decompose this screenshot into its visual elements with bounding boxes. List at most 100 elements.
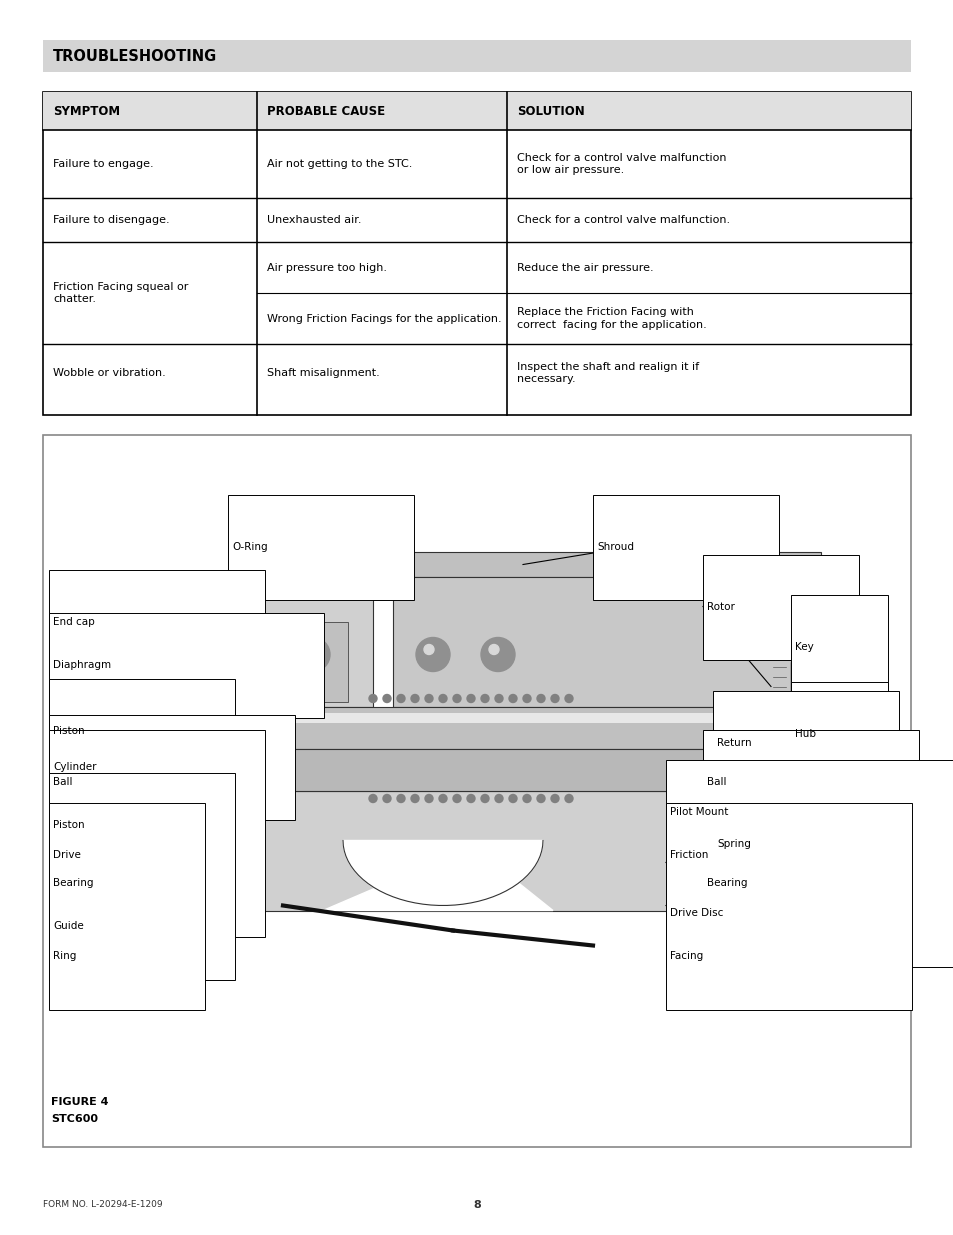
Circle shape bbox=[215, 831, 250, 866]
Bar bbox=[702, 730, 918, 937]
Circle shape bbox=[467, 794, 475, 803]
Text: O-Ring: O-Ring bbox=[232, 541, 268, 552]
Text: Wobble or vibration.: Wobble or vibration. bbox=[53, 368, 166, 378]
Bar bbox=[323, 552, 821, 577]
Circle shape bbox=[537, 794, 544, 803]
Text: FORM NO. L-20294-E-1209: FORM NO. L-20294-E-1209 bbox=[43, 1200, 162, 1209]
Text: Ball: Ball bbox=[53, 777, 72, 787]
Circle shape bbox=[551, 694, 558, 703]
Text: Key: Key bbox=[794, 641, 813, 652]
Text: Wrong Friction Facings for the application.: Wrong Friction Facings for the applicati… bbox=[267, 314, 501, 324]
Circle shape bbox=[495, 694, 502, 703]
Circle shape bbox=[295, 637, 330, 672]
Text: Shroud: Shroud bbox=[597, 541, 634, 552]
Bar bbox=[393, 577, 790, 706]
Text: TROUBLESHOOTING: TROUBLESHOOTING bbox=[53, 48, 217, 63]
Circle shape bbox=[480, 694, 489, 703]
Bar bbox=[112, 790, 712, 910]
Bar bbox=[790, 662, 861, 790]
Circle shape bbox=[304, 645, 314, 655]
Text: Return: Return bbox=[717, 737, 751, 748]
Text: PROBABLE CAUSE: PROBABLE CAUSE bbox=[267, 105, 385, 117]
Polygon shape bbox=[323, 851, 553, 910]
Circle shape bbox=[424, 694, 433, 703]
Text: Air not getting to the STC.: Air not getting to the STC. bbox=[267, 159, 412, 169]
Text: Cylinder: Cylinder bbox=[53, 762, 96, 772]
Circle shape bbox=[416, 637, 450, 672]
Text: Facing: Facing bbox=[669, 951, 702, 961]
Circle shape bbox=[509, 694, 517, 703]
Bar bbox=[43, 435, 910, 1147]
Text: Piston: Piston bbox=[53, 725, 85, 736]
Circle shape bbox=[733, 839, 743, 848]
Bar bbox=[112, 748, 790, 790]
Text: Inspect the shaft and realign it if: Inspect the shaft and realign it if bbox=[517, 362, 699, 372]
Text: Friction: Friction bbox=[669, 850, 708, 860]
Bar bbox=[118, 713, 785, 724]
Bar bbox=[49, 803, 205, 1010]
Circle shape bbox=[764, 732, 786, 755]
Circle shape bbox=[467, 694, 475, 703]
Text: SOLUTION: SOLUTION bbox=[517, 105, 584, 117]
Circle shape bbox=[396, 694, 405, 703]
Circle shape bbox=[411, 794, 418, 803]
Bar bbox=[49, 715, 294, 820]
Bar bbox=[43, 91, 910, 130]
Text: Guide: Guide bbox=[53, 921, 84, 931]
Circle shape bbox=[564, 694, 573, 703]
Circle shape bbox=[277, 552, 297, 572]
Text: FIGURE 4: FIGURE 4 bbox=[51, 1097, 109, 1107]
Bar bbox=[665, 761, 953, 967]
Bar bbox=[49, 773, 235, 979]
Circle shape bbox=[453, 694, 460, 703]
Bar bbox=[118, 621, 348, 701]
Text: Replace the Friction Facing with: Replace the Friction Facing with bbox=[517, 308, 693, 317]
Text: SYMPTOM: SYMPTOM bbox=[53, 105, 120, 117]
Bar bbox=[49, 730, 265, 937]
Text: Ball: Ball bbox=[706, 777, 726, 787]
Bar bbox=[712, 790, 790, 910]
Text: Ring: Ring bbox=[53, 951, 76, 961]
Bar bbox=[43, 91, 910, 415]
Text: Check for a control valve malfunction.: Check for a control valve malfunction. bbox=[517, 215, 729, 225]
Bar bbox=[228, 495, 414, 600]
Text: Friction Facing squeal or: Friction Facing squeal or bbox=[53, 282, 188, 291]
Polygon shape bbox=[125, 626, 145, 687]
Circle shape bbox=[424, 794, 433, 803]
Circle shape bbox=[537, 694, 544, 703]
Text: or low air pressure.: or low air pressure. bbox=[517, 165, 623, 175]
Circle shape bbox=[164, 645, 173, 655]
Text: Check for a control valve malfunction: Check for a control valve malfunction bbox=[517, 153, 726, 163]
Text: Piston: Piston bbox=[53, 820, 85, 830]
Circle shape bbox=[226, 637, 260, 672]
Bar bbox=[49, 613, 324, 718]
Text: Shaft misalignment.: Shaft misalignment. bbox=[267, 368, 379, 378]
Circle shape bbox=[509, 794, 517, 803]
Text: Spring: Spring bbox=[717, 839, 750, 850]
Circle shape bbox=[382, 694, 391, 703]
Text: necessary.: necessary. bbox=[517, 374, 575, 384]
Text: End cap: End cap bbox=[53, 616, 94, 626]
Circle shape bbox=[495, 794, 502, 803]
Bar bbox=[593, 495, 779, 600]
Circle shape bbox=[480, 637, 515, 672]
Text: chatter.: chatter. bbox=[53, 294, 96, 304]
Bar bbox=[120, 724, 154, 773]
Bar bbox=[49, 679, 235, 784]
Circle shape bbox=[438, 794, 447, 803]
Circle shape bbox=[224, 839, 233, 848]
Bar bbox=[203, 867, 257, 895]
Bar bbox=[112, 706, 790, 748]
Text: Failure to disengage.: Failure to disengage. bbox=[53, 215, 170, 225]
Text: Failure to engage.: Failure to engage. bbox=[53, 159, 153, 169]
Circle shape bbox=[411, 694, 418, 703]
Circle shape bbox=[369, 694, 376, 703]
Circle shape bbox=[453, 794, 460, 803]
Text: Rotor: Rotor bbox=[706, 601, 734, 611]
Text: Air pressure too high.: Air pressure too high. bbox=[267, 263, 387, 273]
Circle shape bbox=[522, 694, 531, 703]
Circle shape bbox=[480, 794, 489, 803]
Text: Pilot Mount: Pilot Mount bbox=[669, 806, 727, 816]
Text: Drive: Drive bbox=[53, 850, 81, 860]
Circle shape bbox=[233, 645, 244, 655]
